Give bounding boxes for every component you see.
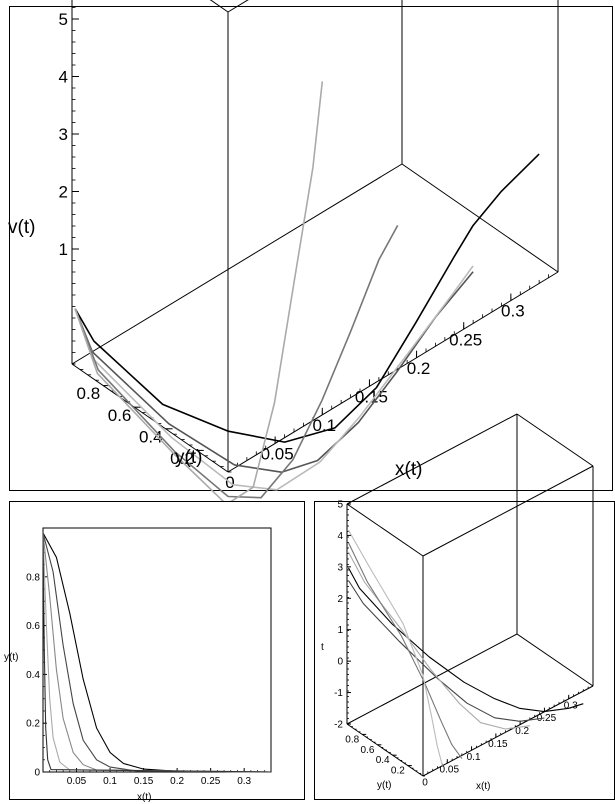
x-tick-label: 0.2: [170, 776, 184, 787]
x-tick-label: 0.3: [564, 700, 578, 711]
t-3d-chart-panel: -2 -1 0 1 2 3 4 5 0.2 0.4 0.6 0.8 0 0.05 0.1 0.15 0.2 0.2…: [314, 413, 615, 800]
x-tick-label: 0.05: [67, 776, 87, 787]
bounding-box: [346, 413, 594, 777]
box-edge: [422, 685, 594, 777]
x-tick-label: 0.2: [515, 726, 529, 737]
series-line: [74, 153, 540, 443]
series-line: [42, 532, 272, 773]
main-3d-chart: 1234560.20.40.60.800.050.10.150.20.250.3…: [8, 0, 559, 506]
x-tick-label: 0.1: [103, 776, 117, 787]
series-group: [42, 532, 272, 773]
x-tick-label: 0.2: [407, 359, 431, 378]
y-tick-label: 0: [34, 768, 40, 779]
y-tick-label: 0.4: [376, 755, 390, 766]
z-tick-label: 0: [337, 657, 343, 668]
y-tick-label: 0.2: [26, 719, 40, 730]
y-tick-label: 0.6: [108, 406, 132, 425]
x-tick-label: 0.05: [440, 765, 460, 776]
box-edge: [209, 0, 229, 13]
x-axis-label: x(t): [476, 781, 490, 792]
series-line: [74, 81, 324, 506]
series-line: [348, 529, 443, 766]
z-tick-label: 2: [337, 594, 343, 605]
y-tick-label: 0.4: [26, 670, 40, 681]
z-tick-label: 5: [337, 500, 343, 511]
box-edge: [346, 503, 424, 557]
y-tick-label: 0.8: [77, 384, 101, 403]
box-edge: [422, 465, 594, 557]
series-line: [348, 567, 584, 713]
series-line: [348, 542, 463, 759]
y-tick-label: 0.2: [391, 766, 405, 777]
y-tick-label: 0.6: [26, 621, 40, 632]
series-line: [348, 580, 545, 722]
series-group: [348, 529, 584, 766]
axis-ticks: -2-10123450.20.40.60.800.050.10.150.20.2…: [334, 500, 594, 789]
series-line: [42, 532, 272, 773]
x-tick-label: 0.25: [201, 776, 221, 787]
x-tick-label: 0.25: [449, 330, 482, 349]
series-line: [42, 532, 272, 773]
z-tick-label: 1: [337, 625, 343, 636]
z-tick-label: 5: [59, 10, 68, 29]
y-axis-label: y(t): [377, 780, 391, 791]
axis-ticks: 1234560.20.40.60.800.050.10.150.20.250.3: [59, 7, 559, 492]
x-tick-label: 0: [422, 778, 428, 789]
x-tick-label: 0.25: [537, 713, 557, 724]
axis-ticks: 0.05 0.1 0.15 0.2 0.25 0.3 0 0.2 0.4 0.6 0.8: [26, 527, 272, 787]
box-edge: [227, 0, 249, 13]
box-edge: [346, 413, 518, 505]
z-tick-label: -1: [334, 688, 343, 699]
y-axis-label: y(t): [4, 652, 18, 663]
z-axis-label: v(t): [8, 217, 35, 238]
x-tick-label: 0.3: [501, 302, 525, 321]
y-vs-x-chart: 0.05 0.1 0.15 0.2 0.25 0.300.20.40.60.8 y(t) …: [4, 527, 272, 803]
main-3d-chart-panel: 1234560.20.40.60.800.050.10.150.20.250.3…: [8, 0, 613, 506]
y-tick-label: 0.6: [360, 745, 374, 756]
z-tick-label: 4: [337, 531, 343, 542]
y-axis-label: y(t): [175, 447, 202, 468]
box-edge: [516, 633, 594, 687]
x-axis-label: x(t): [137, 792, 151, 803]
box-edge: [346, 633, 518, 725]
z-tick-label: 2: [59, 182, 68, 201]
series-line: [74, 225, 399, 499]
z-axis-label: t: [321, 642, 324, 653]
z-tick-label: 3: [59, 125, 68, 144]
series-line: [348, 551, 530, 730]
z-tick-label: 3: [337, 562, 343, 573]
bounding-box: [71, 0, 559, 473]
y-tick-label: 0.8: [345, 734, 359, 745]
x-tick-label: 0.1: [312, 416, 336, 435]
series-line: [74, 265, 474, 491]
box-edge: [71, 163, 403, 365]
t-3d-chart: -2-10123450.20.40.60.800.050.10.150.20.2…: [321, 413, 594, 792]
y-vs-x-chart-panel: 0.05 0.1 0.15 0.2 0.25 0.3 0 0.2 0.4 0.6 0.8 y(t) …: [4, 501, 305, 803]
z-tick-label: -2: [334, 720, 343, 731]
series-group: [74, 81, 540, 506]
x-tick-label: 0.1: [467, 752, 481, 763]
box-edge: [516, 413, 594, 467]
x-tick-label: 0.15: [488, 739, 508, 750]
z-tick-label: 4: [59, 67, 68, 86]
series-line: [42, 532, 272, 773]
y-tick-label: 0.8: [26, 572, 40, 583]
axis-labels: v(t) y(t) x(t): [8, 217, 422, 480]
x-tick-label: 0.15: [355, 387, 388, 406]
x-tick-label: 0.05: [261, 445, 294, 464]
z-tick-label: 1: [59, 240, 68, 259]
x-tick-label: 0.15: [134, 776, 154, 787]
series-line: [74, 271, 474, 473]
x-tick-label: 0.3: [237, 776, 251, 787]
